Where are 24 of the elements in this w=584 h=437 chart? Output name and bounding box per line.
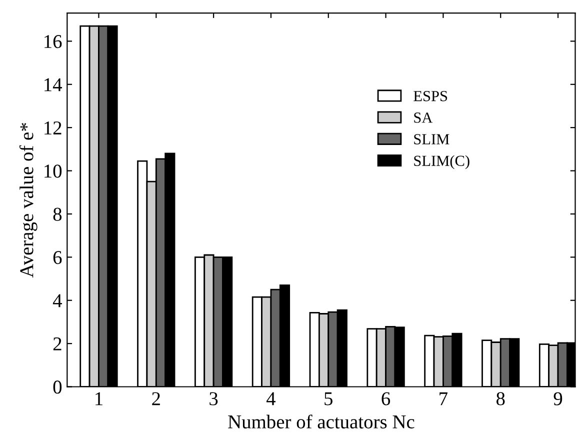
y-tick-label: 0 (53, 380, 62, 394)
x-tick-label: 1 (96, 392, 102, 406)
y-tick-label: 12 (44, 121, 62, 134)
x-tick-label: 7 (440, 392, 448, 406)
legend-label: SA (414, 112, 433, 123)
y-tick-label: 6 (53, 251, 62, 264)
y-axis-title: Average value of e* (19, 123, 38, 278)
y-tick-label: 4 (52, 294, 62, 308)
x-tick-label: 9 (554, 392, 562, 406)
x-tick-label: 3 (210, 392, 218, 406)
y-tick-label: 2 (53, 337, 62, 350)
y-tick-label: 16 (44, 35, 62, 48)
x-axis-title: Number of actuators Nc (228, 414, 414, 428)
legend-label: ESPS (414, 90, 448, 102)
legend-label: SLIM(C) (414, 155, 470, 170)
y-tick-label: 8 (53, 208, 62, 221)
legend-label: SLIM (414, 134, 450, 144)
y-tick-label: 14 (44, 78, 62, 92)
x-tick-label: 2 (152, 392, 160, 406)
x-tick-label: 5 (324, 392, 332, 406)
x-tick-label: 4 (266, 392, 276, 406)
y-tick-label: 10 (44, 164, 62, 178)
x-tick-label: 6 (382, 392, 390, 406)
x-tick-label: 8 (496, 392, 505, 406)
